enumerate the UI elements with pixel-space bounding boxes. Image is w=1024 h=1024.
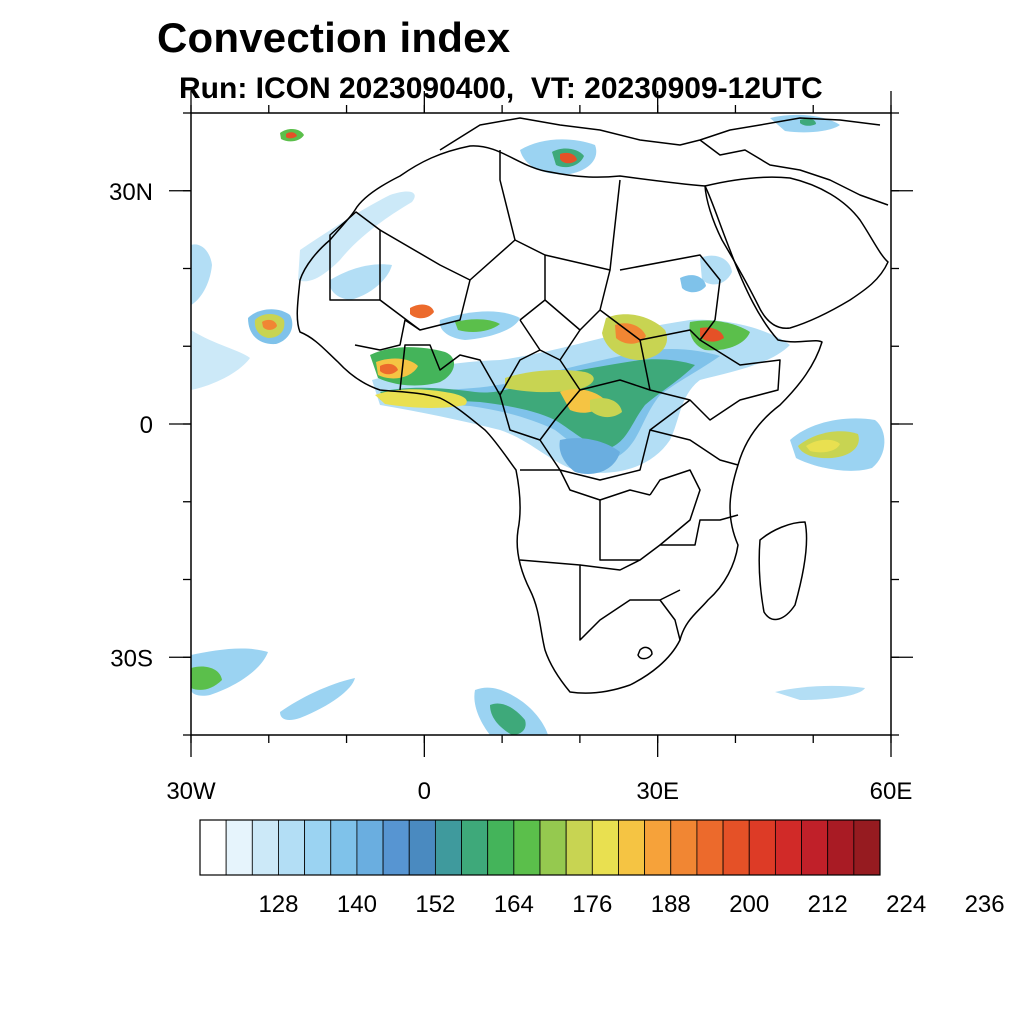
- map-axes: 30W 0 30E 60E 30N 0 30S: [109, 91, 913, 805]
- convection-blob: [329, 264, 392, 300]
- colorbar-label: 176: [572, 891, 612, 918]
- colorbar-swatch: [434, 819, 462, 876]
- convection-blob: [559, 438, 620, 474]
- convection-blob: [806, 439, 840, 453]
- colorbar-swatch: [225, 819, 253, 876]
- convection-blob: [560, 152, 577, 164]
- convection-blob: [375, 389, 467, 408]
- colorbar-label: 236: [965, 891, 1005, 918]
- colorbar-label: 152: [415, 891, 455, 918]
- colorbar-swatch: [330, 819, 358, 876]
- lon-tick-label: 0: [418, 778, 431, 805]
- colorbar-swatch: [748, 819, 776, 876]
- colorbar-label: 224: [886, 891, 926, 918]
- colorbar: 128 140 152 164 176 188 200 212 224 236: [199, 819, 1005, 918]
- colorbar-label: 212: [808, 891, 848, 918]
- colorbar-swatch: [565, 819, 593, 876]
- convection-blob: [590, 398, 622, 418]
- lon-tick-label: 30E: [636, 778, 679, 805]
- colorbar-swatch: [199, 819, 227, 876]
- convection-blob: [380, 363, 398, 375]
- lon-tick-label: 30W: [166, 778, 216, 805]
- chart-title: Convection index: [157, 14, 511, 61]
- convection-blob: [490, 703, 526, 735]
- colorbar-swatch: [696, 819, 724, 876]
- colorbar-swatch: [618, 819, 646, 876]
- colorbar-swatch: [461, 819, 489, 876]
- colorbar-swatch: [591, 819, 619, 876]
- convection-field: [191, 114, 885, 735]
- convection-blob: [800, 118, 816, 126]
- convection-blob: [700, 255, 732, 285]
- lat-tick-label: 30S: [110, 645, 153, 672]
- convection-blob: [280, 678, 355, 720]
- colorbar-swatch: [722, 819, 750, 876]
- colorbar-swatch: [251, 819, 279, 876]
- colorbar-swatch: [774, 819, 802, 876]
- colorbar-swatch: [304, 819, 332, 876]
- convection-blob: [286, 132, 297, 139]
- colorbar-label: 140: [337, 891, 377, 918]
- convection-blob: [680, 275, 706, 293]
- colorbar-swatch: [382, 819, 410, 876]
- lat-tick-label: 0: [140, 412, 153, 439]
- convection-blob: [410, 304, 434, 319]
- colorbar-swatch: [827, 819, 855, 876]
- colorbar-swatch: [670, 819, 698, 876]
- colorbar-swatch: [853, 819, 881, 876]
- convection-blob: [191, 244, 212, 305]
- colorbar-outline: [199, 819, 881, 876]
- convection-blob: [262, 319, 277, 330]
- convection-blob: [455, 319, 500, 332]
- colorbar-label: 164: [494, 891, 534, 918]
- colorbar-label: 200: [729, 891, 769, 918]
- colorbar-label: 188: [651, 891, 691, 918]
- colorbar-swatch: [539, 819, 567, 876]
- colorbar-swatch: [801, 819, 829, 876]
- colorbar-swatch: [356, 819, 384, 876]
- convection-blob: [298, 191, 415, 282]
- convection-blob: [505, 370, 594, 393]
- convection-blob: [191, 330, 250, 390]
- colorbar-swatch: [278, 819, 306, 876]
- chart-subtitle: Run: ICON 2023090400, VT: 20230909-12UTC: [179, 72, 823, 105]
- colorbar-swatch: [644, 819, 672, 876]
- lat-tick-label: 30N: [109, 179, 153, 206]
- africa-map: [296, 117, 889, 694]
- convection-blob: [775, 685, 865, 700]
- convection-blob: [191, 666, 222, 690]
- colorbar-swatch: [487, 819, 515, 876]
- colorbar-label: 128: [258, 891, 298, 918]
- colorbar-swatch: [408, 819, 436, 876]
- colorbar-swatch: [513, 819, 541, 876]
- lon-tick-label: 60E: [870, 778, 913, 805]
